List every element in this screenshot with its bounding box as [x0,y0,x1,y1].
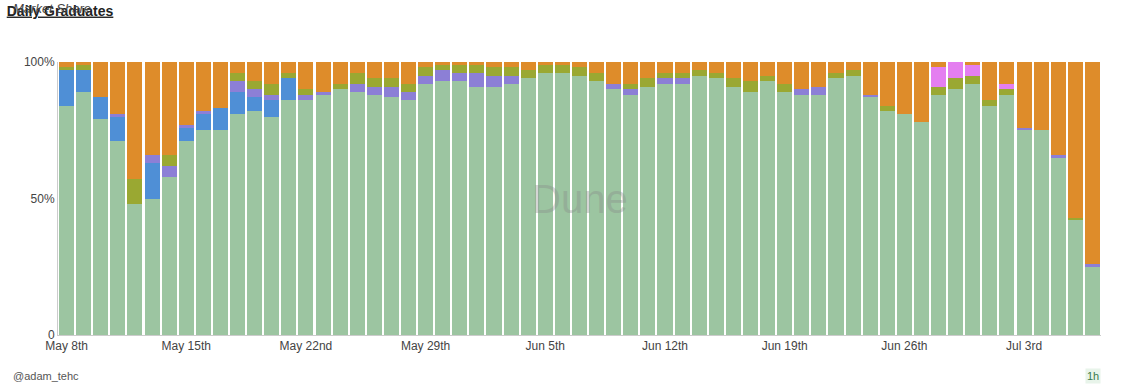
svg-text:May 29th: May 29th [401,339,450,353]
svg-text:@adam_tehc: @adam_tehc [13,370,79,382]
svg-text:Jun 26th: Jun 26th [881,339,927,353]
svg-text:50%: 50% [31,192,55,206]
svg-text:Jul 3rd: Jul 3rd [1006,339,1042,353]
svg-text:Jun 19th: Jun 19th [762,339,808,353]
svg-text:May 8th: May 8th [45,339,88,353]
svg-text:100%: 100% [24,55,55,69]
svg-text:May 15th: May 15th [162,339,211,353]
svg-text:0: 0 [48,328,55,342]
svg-text:May 22nd: May 22nd [280,339,333,353]
svg-text:Jun 5th: Jun 5th [526,339,565,353]
svg-text:Dune: Dune [532,177,628,221]
svg-text:Jun 12th: Jun 12th [642,339,688,353]
svg-text:1h: 1h [1087,370,1099,382]
svg-text:Daily Graduates: Daily Graduates [7,3,114,19]
svg-text:Market Share: Market Share [13,1,91,16]
